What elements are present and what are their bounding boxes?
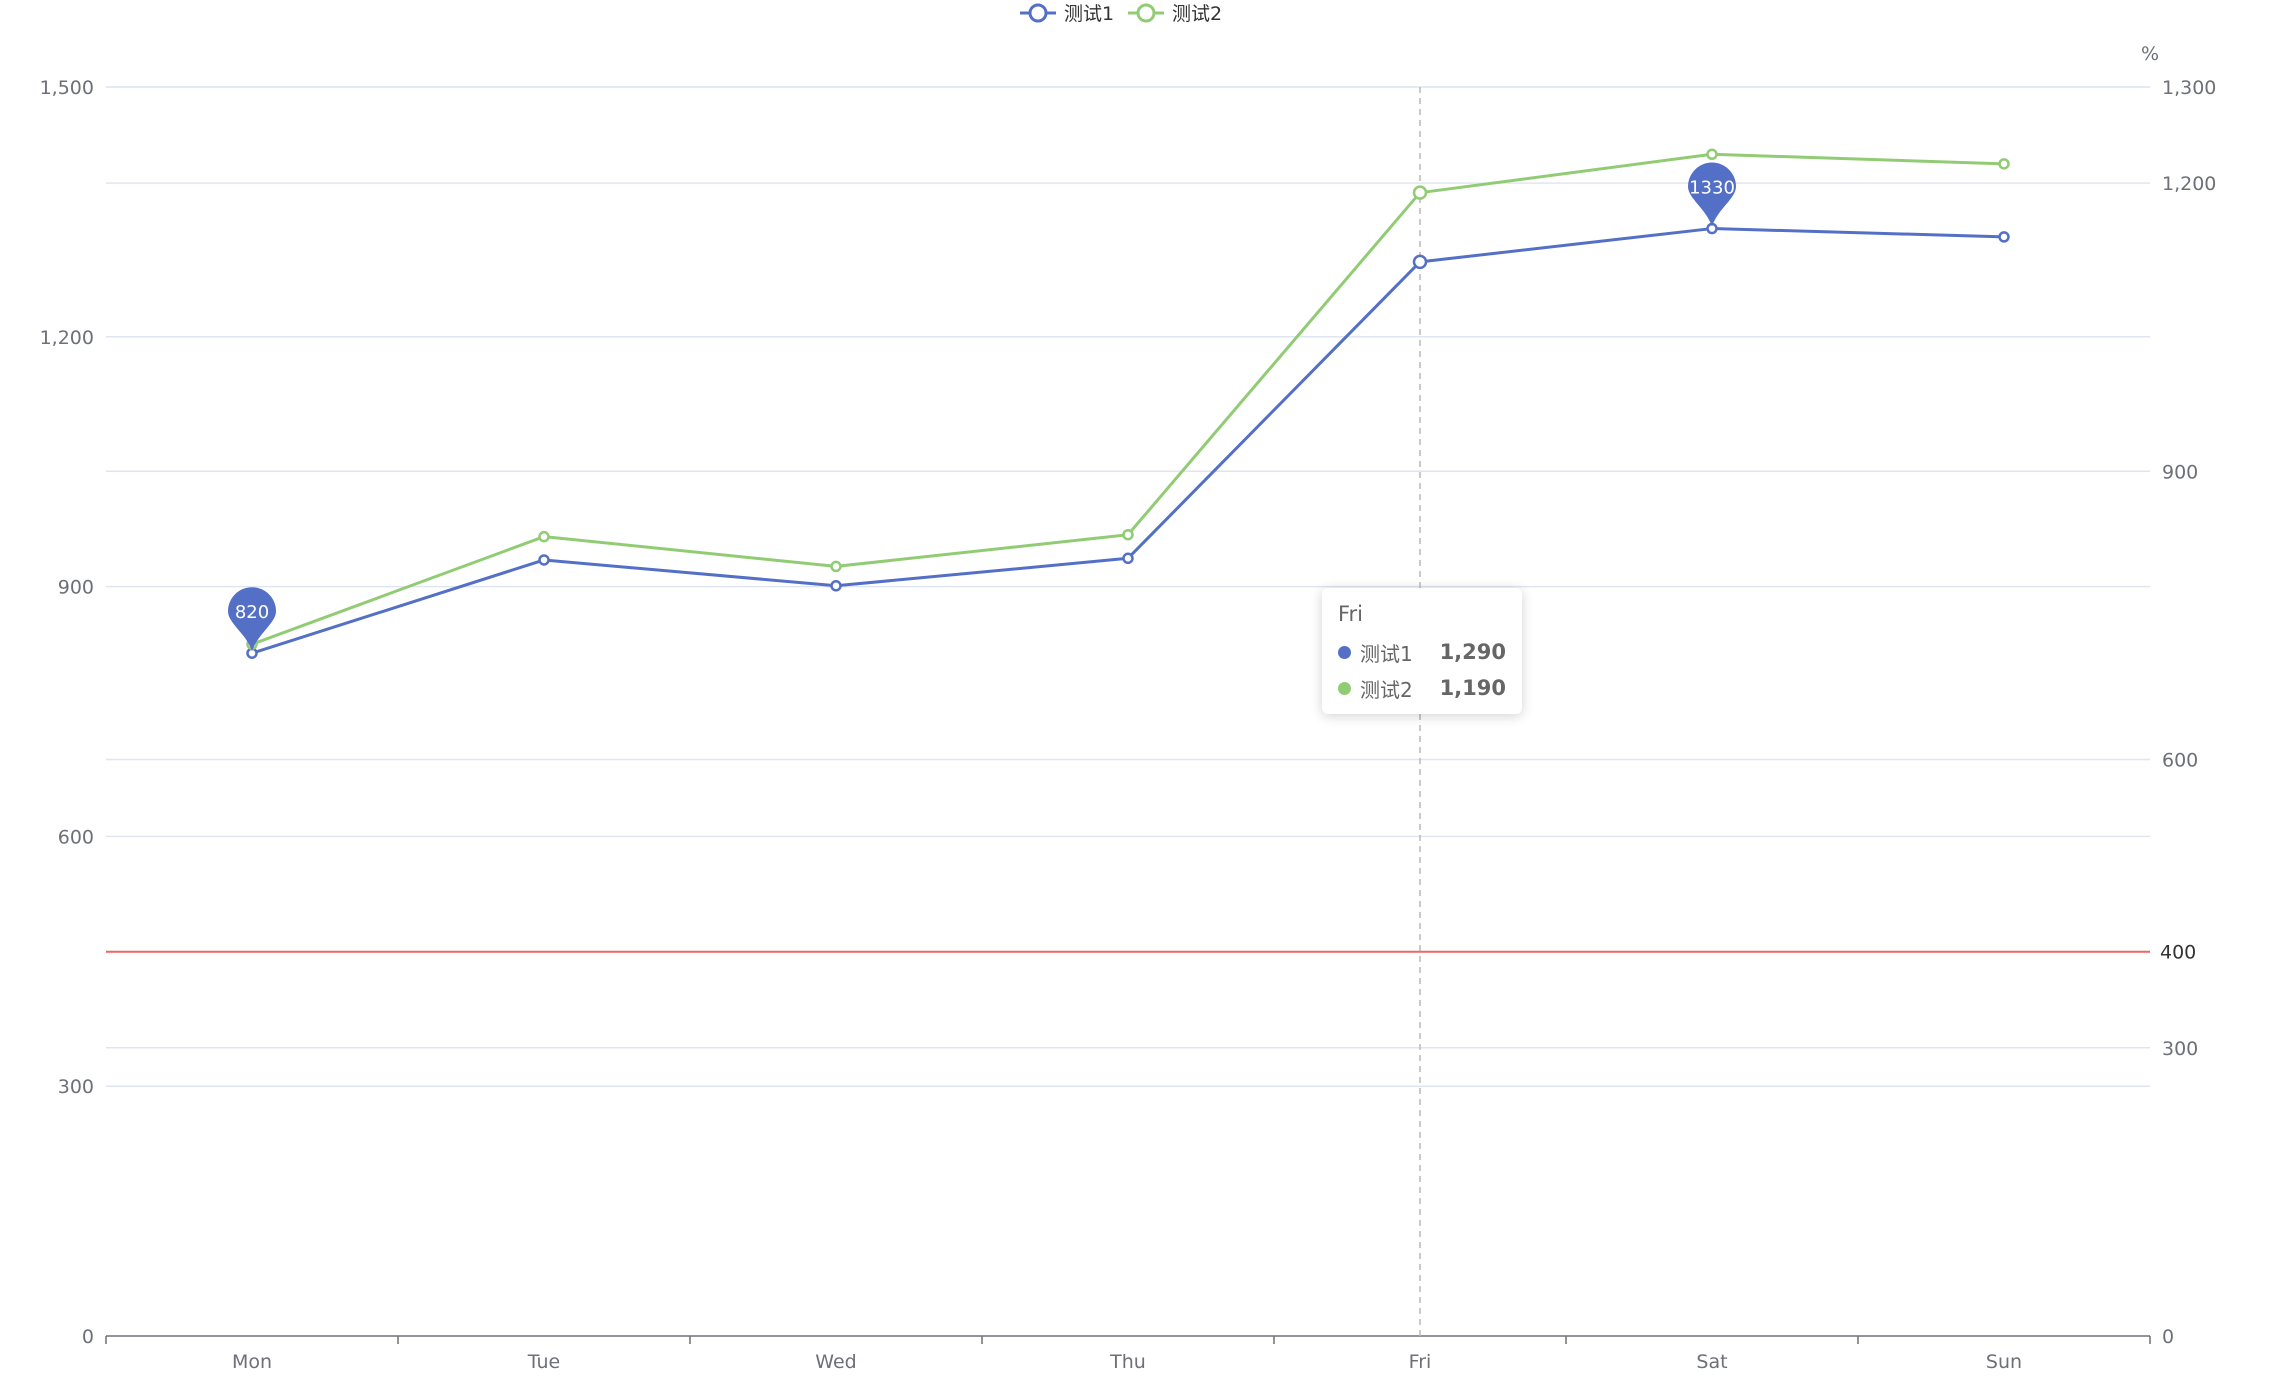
- tooltip-dot-icon: [1338, 645, 1351, 659]
- tooltip-series-value: 1,290: [1439, 640, 1506, 664]
- y-right-tick-label: 300: [2162, 1038, 2198, 1060]
- legend-circle-icon: [1136, 3, 1156, 23]
- x-tick-label: Thu: [1109, 1351, 1146, 1373]
- y-left-tick-label: 0: [82, 1326, 94, 1348]
- data-point: [830, 560, 842, 573]
- data-point: [1122, 528, 1134, 541]
- data-point: [538, 554, 550, 566]
- grid-lines: [106, 86, 2150, 1087]
- y-right-tick-label: 1,200: [2162, 173, 2216, 195]
- x-tick-label: Sat: [1696, 1351, 1727, 1373]
- data-point: [1998, 231, 2010, 243]
- x-tick-label: Mon: [232, 1351, 272, 1373]
- y-left-tick-label: 1,200: [40, 327, 94, 349]
- tooltip-row-series-2: 测试2 1,190: [1338, 670, 1506, 706]
- y-right-unit-label: %: [2141, 43, 2159, 65]
- x-tick-label: Fri: [1409, 1351, 1432, 1373]
- y-left-tick-label: 1,500: [40, 77, 94, 99]
- data-point: [1998, 158, 2010, 170]
- legend-label: 测试2: [1172, 3, 1222, 25]
- mark-point-label: 1330: [1689, 178, 1735, 199]
- mark-point-pin-icon: [1688, 162, 1736, 227]
- mark-point-pin-icon: [228, 587, 276, 652]
- legend-item-1[interactable]: 测试1: [1020, 3, 1114, 25]
- mark-line: 400: [106, 942, 2196, 964]
- data-point: [1122, 552, 1134, 565]
- tooltip-title: Fri: [1338, 602, 1364, 626]
- data-point: [1706, 148, 1718, 161]
- y-right-tick-label: 600: [2162, 750, 2198, 772]
- tooltip-dot-icon: [1338, 681, 1351, 695]
- tooltip: Fri 测试1 1,290 测试2 1,190: [1322, 588, 1522, 714]
- legend[interactable]: 测试1 测试2: [1020, 3, 1222, 25]
- data-point: [1412, 254, 1428, 270]
- legend-item-2[interactable]: 测试2: [1128, 3, 1222, 25]
- legend-circle-icon: [1028, 3, 1048, 23]
- mark-points: 820 1330: [228, 162, 1736, 652]
- axes: 0 300 600 900 1,200 1,500 0 300 600 900 1,200 1,300…: [40, 43, 2217, 1373]
- y-right-tick-label: 0: [2162, 1326, 2174, 1348]
- legend-label: 测试1: [1064, 3, 1114, 25]
- y-left-tick-label: 300: [58, 1076, 94, 1098]
- x-tick-label: Sun: [1986, 1351, 2022, 1373]
- series-line-1: [251, 227, 2005, 655]
- mark-line-label: 400: [2160, 942, 2196, 964]
- tooltip-series-name: 测试2: [1360, 677, 1413, 702]
- series-lines: [246, 148, 2010, 659]
- tooltip-row-series-1: 测试1 1,290: [1338, 634, 1506, 670]
- mark-point-label: 820: [235, 602, 269, 623]
- data-point: [830, 580, 842, 592]
- tooltip-series-value: 1,190: [1439, 676, 1506, 700]
- data-point: [1412, 185, 1428, 200]
- y-left-tick-label: 600: [58, 826, 94, 848]
- x-tick-label: Wed: [815, 1351, 856, 1373]
- data-point: [538, 530, 550, 543]
- x-tick-label: Tue: [527, 1351, 560, 1373]
- y-right-tick-label: 1,300: [2162, 77, 2216, 99]
- tooltip-series-name: 测试1: [1360, 641, 1413, 666]
- y-left-tick-label: 900: [58, 577, 94, 599]
- y-right-tick-label: 900: [2162, 461, 2198, 483]
